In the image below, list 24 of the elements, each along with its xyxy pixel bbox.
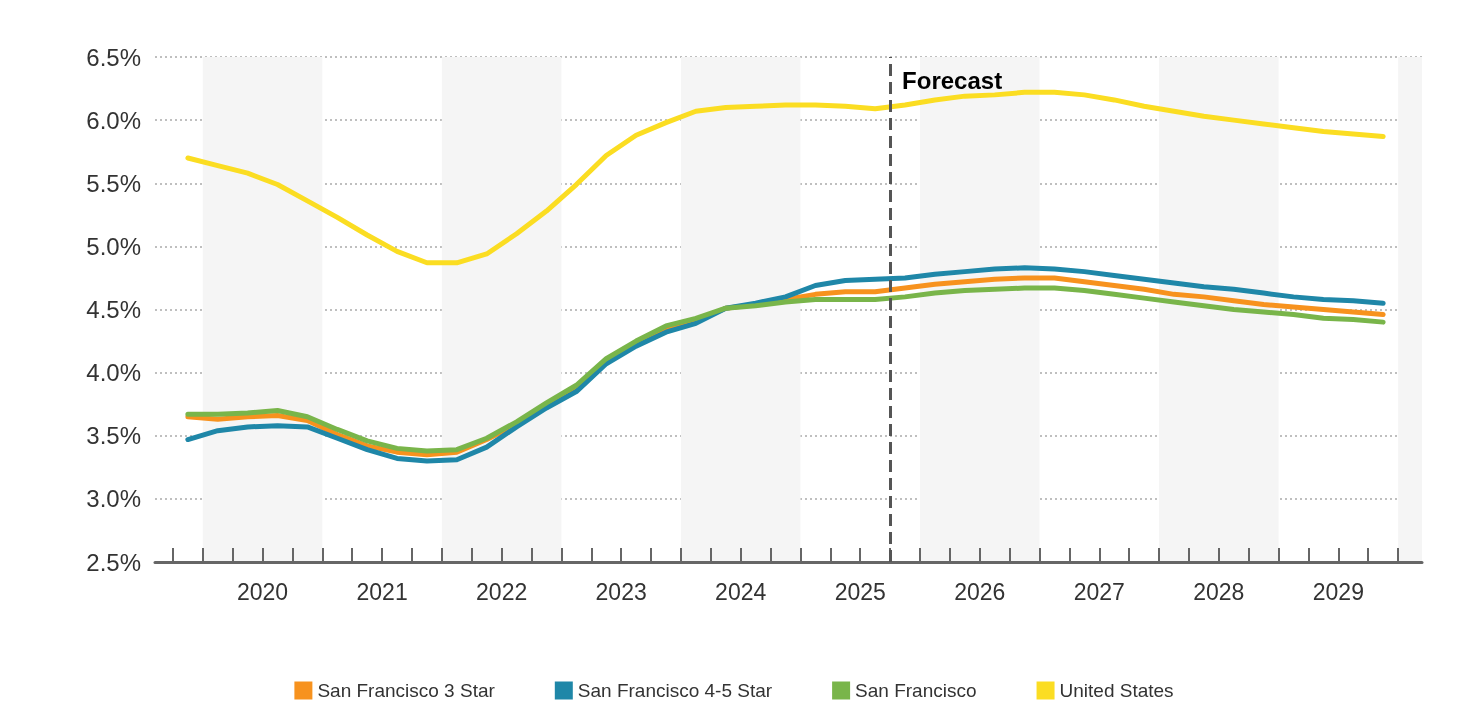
y-tick-label: 4.5% <box>86 296 141 323</box>
x-tick-label: 2028 <box>1193 578 1245 605</box>
y-tick-label: 5.5% <box>86 169 141 197</box>
x-tick-label: 2027 <box>1073 578 1125 605</box>
y-tick-label: 2.5% <box>86 548 141 576</box>
y-tick-label: 6.5% <box>86 43 141 71</box>
x-tick-label: 2021 <box>356 578 408 605</box>
legend-label: United States <box>1059 680 1174 701</box>
x-tick-label: 2026 <box>954 578 1006 605</box>
y-tick-label: 3.0% <box>86 485 141 513</box>
y-tick-label: 6.0% <box>86 106 141 134</box>
y-tick-label: 4.0% <box>86 359 141 387</box>
x-tick-label: 2022 <box>476 578 528 605</box>
legend-label: San Francisco <box>855 680 977 701</box>
ref-line-label: Forecast <box>902 66 1003 94</box>
y-tick-label: 5.0% <box>86 232 141 260</box>
x-tick-label: 2024 <box>715 578 767 605</box>
y-tick-label: 3.5% <box>86 422 141 450</box>
x-tick-label: 2025 <box>834 578 886 605</box>
legend-label: San Francisco 4-5 Star <box>577 680 773 701</box>
x-tick-label: 2029 <box>1312 578 1364 605</box>
x-tick-label: 2023 <box>595 578 647 605</box>
x-tick-label: 2020 <box>236 578 289 605</box>
legend-label: San Francisco 3 Star <box>317 680 496 701</box>
